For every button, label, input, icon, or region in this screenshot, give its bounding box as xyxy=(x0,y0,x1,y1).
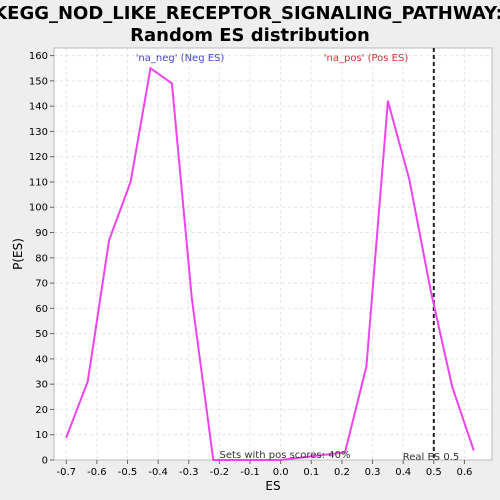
real-es-label: Real ES 0.5 xyxy=(403,452,459,463)
y-tick-label: 60 xyxy=(35,304,48,315)
x-tick-label: 0.1 xyxy=(303,467,319,478)
data-point xyxy=(129,181,132,183)
y-tick-label: 10 xyxy=(35,430,48,441)
y-tick-label: 90 xyxy=(35,228,48,239)
x-tick-label: 0.6 xyxy=(456,467,472,478)
data-point xyxy=(108,239,110,241)
x-tick-label: 0.2 xyxy=(334,467,350,478)
y-axis-label: P(ES) xyxy=(11,238,25,270)
x-axis-label: ES xyxy=(265,479,280,493)
y-tick-label: 160 xyxy=(29,51,48,62)
y-tick-label: 100 xyxy=(29,203,48,214)
grid-layer xyxy=(54,48,492,460)
data-point xyxy=(212,459,215,461)
data-point xyxy=(472,449,475,451)
y-tick-label: 130 xyxy=(29,127,48,138)
neg-es-label: 'na_neg' (Neg ES) xyxy=(136,53,225,64)
y-tick-label: 80 xyxy=(35,253,48,264)
series-line xyxy=(65,66,475,461)
y-tick-label: 150 xyxy=(29,76,48,87)
x-tick-label: -0.3 xyxy=(179,467,199,478)
data-point xyxy=(86,380,89,383)
data-point xyxy=(451,385,453,388)
x-tick-label: -0.4 xyxy=(148,467,168,478)
y-tick-label: 20 xyxy=(35,405,48,416)
y-tick-label: 30 xyxy=(35,380,48,391)
data-point xyxy=(387,100,389,102)
x-tick-label: 0.0 xyxy=(273,467,289,478)
pos-es-label: 'na_pos' (Pos ES) xyxy=(324,53,409,64)
data-point xyxy=(365,365,368,368)
data-point xyxy=(279,459,282,461)
y-tick-label: 140 xyxy=(29,102,48,113)
y-ticks: 0 10 20 30 40 50 60 70 80 90 100 110 120 130 140 150 160 xyxy=(29,51,54,467)
y-tick-label: 0 xyxy=(42,456,48,467)
data-point xyxy=(171,82,173,85)
x-tick-label: -0.1 xyxy=(240,467,260,478)
data-point xyxy=(408,178,411,181)
x-tick-label: -0.5 xyxy=(118,467,138,478)
y-tick-label: 50 xyxy=(35,329,48,340)
x-tick-label: -0.7 xyxy=(56,467,76,478)
x-ticks: -0.7 -0.6 -0.5 -0.4 -0.3 -0.2 -0.1 0.0 0.1 0.2 0.3… xyxy=(56,460,472,478)
x-tick-label: 0.4 xyxy=(395,467,411,478)
plot-area xyxy=(54,48,492,460)
pos-scores-annotation: Sets with pos scores: 40% xyxy=(220,450,351,461)
point-layer xyxy=(65,67,475,461)
x-tick-label: -0.6 xyxy=(87,467,107,478)
y-tick-label: 70 xyxy=(35,279,48,290)
data-point xyxy=(65,436,68,439)
y-tick-label: 40 xyxy=(35,354,48,365)
data-point xyxy=(191,297,193,300)
chart-title-line1: KEGG_NOD_LIKE_RECEPTOR_SIGNALING_PATHWAY… xyxy=(0,3,500,24)
y-tick-label: 110 xyxy=(29,177,48,188)
y-tick-label: 120 xyxy=(29,152,48,163)
chart-title-line2: Random ES distribution xyxy=(130,25,370,46)
x-tick-label: 0.5 xyxy=(426,467,442,478)
data-point xyxy=(429,289,432,292)
x-tick-label: -0.2 xyxy=(210,467,230,478)
x-tick-label: 0.3 xyxy=(365,467,381,478)
data-point xyxy=(149,67,152,70)
data-point xyxy=(344,451,346,454)
